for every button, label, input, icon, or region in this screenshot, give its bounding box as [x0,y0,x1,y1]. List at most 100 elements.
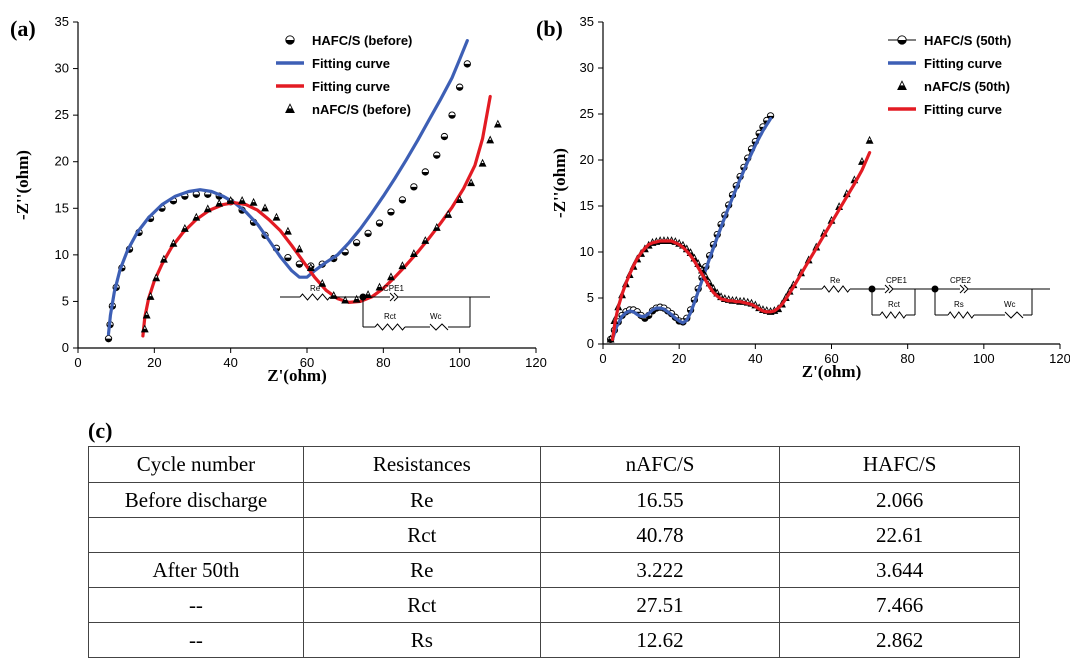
legend-label: Fitting curve [924,102,1002,117]
data-point-fill [353,242,360,246]
legend-label: Fitting curve [312,79,390,94]
x-tick-label: 40 [748,351,762,366]
legend-label: nAFC/S (before) [312,102,411,117]
cell-resistance: Rct [302,587,541,623]
legend-marker-fill [285,40,295,45]
legend-label: Fitting curve [924,56,1002,71]
data-point-fill [105,338,112,342]
data-point-fill [410,253,418,257]
data-point-fill [341,299,349,304]
cell-hafc: 22.61 [779,517,1020,553]
data-point-fill [422,240,429,244]
legend: HAFC/S (before) Fitting curve Fitting curv… [276,33,412,117]
cell-nafc: 3.222 [539,552,781,588]
cell-hafc: 2.066 [779,482,1020,518]
chart-panel-b: 0 20 40 60 80 100 120 0 5 10 15 20 25 30 35 Z'(ohm) -Z''… [536,14,1070,381]
x-tick-label: 40 [223,355,237,370]
data-point-fill [433,155,440,159]
data-point-fill [422,171,429,176]
cell-resistance: Rs [302,622,541,658]
series-3 [610,151,872,341]
label-cpe2: CPE2 [950,276,971,285]
cell-cycle: After 50th [88,552,304,588]
y-tick-label: 20 [580,152,594,167]
cell-resistance: Re [302,552,541,588]
fit-curve-line [610,151,872,341]
data-point-fill [399,265,406,269]
re-resistor [299,293,331,301]
header-cycle-number: Cycle number [88,446,304,483]
y-tick-label: 25 [580,106,594,121]
legend-marker-fill [285,108,295,113]
series-1 [106,39,469,336]
data-point-fill [147,296,154,300]
data-point-fill [181,228,189,232]
data-point-fill [296,264,303,268]
label-rct: Rct [384,312,397,321]
label-re: Re [830,276,841,285]
data-point-fill [353,298,360,303]
series-1 [610,117,773,341]
data-point-fill [153,277,160,281]
legend-label: Fitting curve [312,56,390,71]
data-point-fill [866,140,873,144]
x-tick-label: 60 [824,351,838,366]
legend-marker-fill [897,40,907,45]
legend-label: nAFC/S (50th) [924,79,1010,94]
data-point-fill [261,207,269,211]
data-point-fill [250,202,257,206]
table-row: Rct 40.78 22.61 [88,517,1020,553]
data-point-fill [141,328,148,332]
y-tick-label: 0 [587,336,594,351]
data-point-fill [448,115,456,119]
rs-resistor [947,311,975,319]
table-row: Before discharge Re 16.55 2.066 [88,482,1020,518]
data-point-fill [181,196,189,200]
data-point-fill [284,230,292,235]
data-connect-line [610,115,771,340]
cell-resistance: Re [302,482,541,518]
data-point-fill [170,243,177,247]
y-tick-label: 5 [62,293,69,308]
y-tick-label: 15 [580,198,594,213]
table-header-row: Cycle number Resistances nAFC/S HAFC/S [88,446,1020,483]
data-point-fill [445,214,452,218]
series-3 [140,119,502,333]
header-hafc: HAFC/S [779,446,1020,483]
data-point-fill [160,258,168,263]
y-axis-label: -Z''(ohm) [13,150,32,220]
data-point-fill [193,194,200,198]
label-rct: Rct [888,300,901,309]
data-point-fill [387,212,395,216]
table-row: After 50th Re 3.222 3.644 [88,552,1020,588]
data-point-fill [170,200,177,205]
x-tick-label: 80 [376,355,390,370]
y-tick-label: 15 [55,200,69,215]
data-point-fill [204,208,211,212]
cpe2-element [959,284,969,294]
re-resistor [821,285,851,293]
legend-marker-fill [897,85,907,90]
y-tick-label: 20 [55,154,69,169]
data-point-fill [319,283,326,287]
data-point-fill [441,136,448,140]
rct-resistor [374,323,406,331]
charts-canvas: 0 20 40 60 80 100 12005101520253035Z'(ohm)-Z''… [10,14,1070,385]
data-point-fill [307,267,315,271]
data-point-fill [158,208,166,212]
series-2 [606,135,874,343]
table-row: -- Rct 27.51 7.466 [88,587,1020,623]
cell-hafc: 2.862 [779,622,1020,658]
data-point-fill [376,223,383,227]
label-wc: Wc [1004,300,1016,309]
data-point-fill [456,199,463,203]
x-axis-label: Z'(ohm) [802,362,862,381]
cpe1-element [884,284,894,294]
data-point-fill [494,123,502,128]
data-point-fill [456,87,463,91]
y-tick-label: 0 [62,340,69,355]
data-point-fill [273,217,280,221]
y-tick-label: 10 [580,244,594,259]
y-axis-label: -Z''(ohm) [550,148,569,218]
y-tick-label: 30 [55,61,69,76]
